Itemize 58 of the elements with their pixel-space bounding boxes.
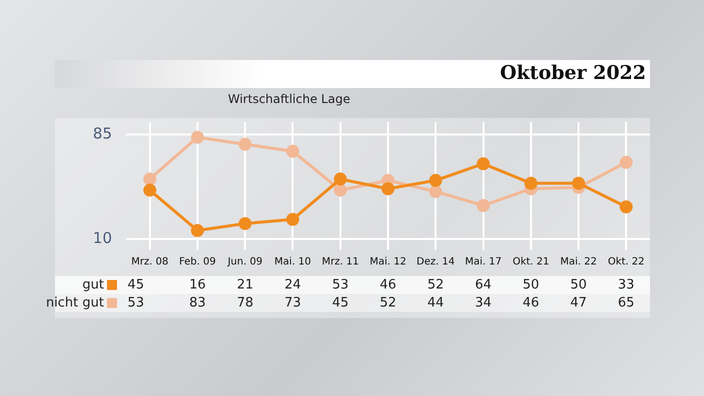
data-label: 45 (128, 277, 144, 292)
point (286, 212, 300, 226)
point (286, 144, 300, 158)
data-label: 33 (618, 277, 634, 292)
point (476, 157, 490, 170)
x-tick-label: Feb. 09 (179, 256, 216, 268)
x-tick-label: Mai. 22 (560, 256, 597, 268)
y-tick-label: 10 (92, 228, 112, 247)
data-label: 47 (570, 295, 587, 310)
point (334, 172, 347, 186)
legend-label: nicht gut (46, 295, 104, 310)
y-tick-label: 85 (92, 124, 112, 142)
data-label: 65 (618, 295, 634, 310)
point (524, 176, 538, 190)
x-tick-label: Okt. 22 (608, 256, 645, 268)
x-tick-label: Mrz. 08 (131, 256, 168, 268)
data-label: 73 (284, 295, 301, 310)
point (572, 176, 586, 190)
point (190, 130, 204, 144)
x-tick-label: Dez. 14 (416, 256, 455, 268)
point (143, 172, 156, 186)
data-label: 83 (189, 295, 206, 310)
data-label: 78 (236, 295, 254, 310)
data-label: 50 (570, 277, 587, 292)
data-label: 24 (284, 277, 301, 292)
point (429, 185, 442, 198)
point (382, 182, 394, 196)
legend-label: gut (82, 277, 104, 292)
point (334, 184, 347, 197)
data-label: 52 (380, 295, 396, 310)
point (190, 224, 204, 238)
data-label: 34 (475, 295, 492, 310)
x-tick-label: Mrz. 11 (322, 256, 359, 268)
point (238, 217, 252, 230)
data-label: 53 (332, 277, 349, 292)
point (429, 174, 442, 187)
data-label: 53 (128, 295, 144, 310)
chart-title: Oktober 2022 (500, 62, 646, 84)
x-tick-label: Mai. 10 (274, 256, 312, 268)
point (143, 184, 156, 197)
x-tick-label: Mai. 12 (370, 256, 406, 268)
data-label: 52 (427, 277, 444, 292)
data-label: 64 (475, 277, 492, 292)
x-tick-label: Okt. 21 (512, 256, 550, 268)
chart-subtitle: Wirtschaftliche Lage (228, 92, 350, 106)
x-tick-label: Mai. 17 (464, 256, 502, 268)
point (238, 138, 252, 151)
data-label: 50 (522, 277, 540, 292)
point (620, 156, 633, 169)
data-label: 44 (427, 295, 444, 310)
x-tick-label: Jun. 09 (226, 256, 262, 268)
point (476, 198, 490, 212)
data-label: 46 (522, 295, 540, 310)
data-label: 45 (332, 295, 349, 310)
data-label: 46 (380, 277, 396, 292)
point (620, 200, 633, 214)
data-label: 16 (189, 277, 206, 292)
data-label: 21 (236, 277, 254, 292)
